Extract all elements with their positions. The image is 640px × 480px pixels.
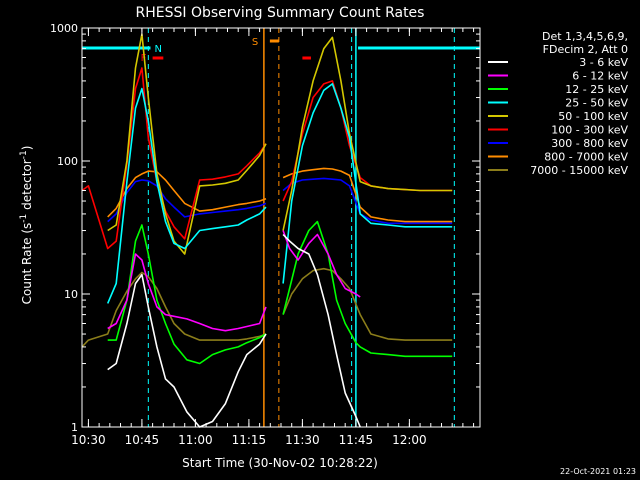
legend-entry-8: 7000 - 15000 keV [530, 164, 628, 177]
y-tick-label-0: 1 [71, 421, 78, 434]
y-axis-label-main: Count Rate (s [20, 223, 34, 305]
night-flag-label: N [154, 44, 161, 55]
legend-entry-1: 6 - 12 keV [572, 70, 628, 83]
y-axis-label-mid: detector [20, 159, 34, 214]
y-axis-label-sup2: -1 [19, 150, 29, 159]
x-tick-label-0: 10:30 [71, 433, 106, 447]
x-tick-label-1: 10:45 [125, 433, 160, 447]
legend-entry-0: 3 - 6 keV [579, 56, 628, 69]
series-line-7 [107, 167, 453, 223]
y-tick-label-2: 100 [57, 155, 78, 168]
series-line-1 [107, 230, 361, 332]
chart-title: RHESSI Observing Summary Count Rates [136, 5, 425, 21]
axes: 1 10 100 1000 10:30 10:45 11:00 11:15 11:30 11:45… [50, 22, 481, 447]
x-tick-label-4: 11:30 [285, 433, 320, 447]
legend-entry-7: 800 - 7000 keV [544, 151, 628, 164]
series-line-4 [107, 33, 453, 255]
x-tick-label-3: 11:15 [232, 433, 267, 447]
series-line-0 [107, 233, 361, 428]
x-tick-label-5: 11:45 [339, 433, 374, 447]
legend-entry-3: 25 - 50 keV [565, 97, 628, 110]
y-axis-label-sup1: -1 [19, 214, 29, 223]
footer-timestamp: 22-Oct-2021 01:23 [560, 467, 636, 476]
legend-entry-4: 50 - 100 keV [558, 110, 628, 123]
x-axis-label: Start Time (30-Nov-02 10:28:22) [182, 456, 378, 470]
plot-area: NSF [81, 28, 480, 428]
y-axis-label-end: ) [20, 146, 34, 151]
legend-entry-2: 12 - 25 keV [565, 83, 628, 96]
legend: Det 1,3,4,5,6,9, FDecim 2, Att 0 3 - 6 k… [488, 30, 628, 177]
legend-entry-5: 100 - 300 keV [551, 124, 628, 137]
saa-flag-label: S [252, 37, 258, 48]
series-line-6 [107, 177, 453, 225]
y-tick-label-1: 10 [64, 288, 78, 301]
series-line-8 [81, 267, 453, 348]
legend-entry-6: 300 - 800 keV [551, 137, 628, 150]
x-tick-label-6: 12:00 [392, 433, 427, 447]
y-axis-label: Count Rate (s-1 detector-1) [19, 146, 34, 305]
x-tick-label-2: 11:00 [178, 433, 213, 447]
legend-header-2: FDecim 2, Att 0 [543, 43, 628, 56]
series-line-2 [107, 220, 453, 365]
legend-header-1: Det 1,3,4,5,6,9, [542, 30, 628, 43]
series-line-3 [106, 83, 453, 304]
y-tick-label-3: 1000 [50, 22, 78, 35]
